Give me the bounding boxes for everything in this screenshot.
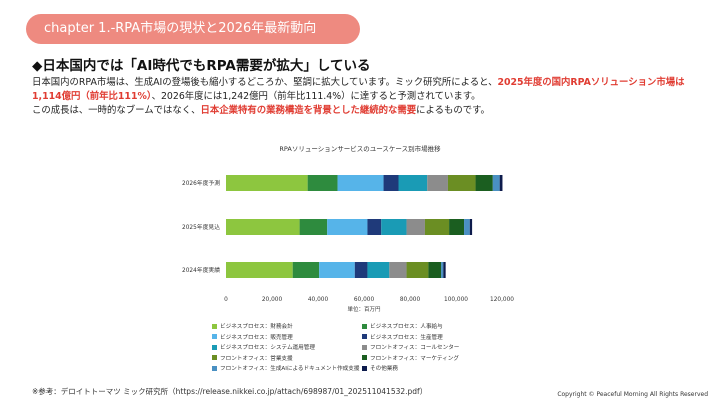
legend-item: フロントオフィス：マーケティング (362, 354, 459, 362)
bar-segment (406, 219, 425, 235)
paragraph-text-2: 、2026年度には1,242億円（前年比111.4%）に達すると予測されています… (151, 91, 481, 102)
legend-swatch (362, 355, 367, 360)
legend-swatch (212, 323, 217, 329)
legend-label: その他業務 (370, 366, 398, 372)
chart-title: RPAソリューションサービスのユースケース別市場推移 (279, 145, 441, 153)
bar-segment (492, 175, 500, 191)
bar-segment (226, 262, 293, 278)
category-label: 2025年度見込 (182, 223, 220, 231)
bar-segment (354, 262, 368, 278)
x-tick-label: 120,000 (490, 297, 514, 303)
bar-segment (499, 175, 503, 191)
copyright-text: Copyright © Peaceful Morning All Rights … (557, 391, 708, 398)
bar-segment (424, 219, 450, 235)
bar-segment (383, 175, 399, 191)
legend-label: ビジネスプロセス：人事給与 (370, 324, 443, 330)
category-label: 2024年度実績 (182, 266, 220, 274)
bar-segment (443, 262, 446, 278)
legend-item: フロントオフィス：生成AIによるドキュメント作成支援 (212, 364, 359, 372)
bar-segment (226, 175, 308, 191)
legend-item: フロントオフィス：コールセンター (362, 343, 459, 351)
bar-segment (428, 262, 442, 278)
paragraph-text-3: この成長は、一時的なブームではなく、 (32, 105, 201, 116)
chapter-header: chapter 1.-RPA市場の現状と2026年最新動向 (26, 14, 360, 44)
bar-segment (367, 219, 382, 235)
legend-label: ビジネスプロセス：販売管理 (220, 334, 293, 341)
bar-segment (406, 262, 429, 278)
bar-segment (441, 262, 444, 278)
legend-swatch (362, 323, 367, 329)
legend-label: フロントオフィス：営業支援 (220, 355, 293, 362)
legend-item: その他業務 (362, 364, 398, 372)
section-heading: ◆日本国内では「AI時代でもRPA需要が拡大」している (32, 58, 371, 74)
bar-segment (319, 262, 355, 278)
legend-label: ビジネスプロセス：財務会計 (220, 324, 293, 330)
legend-item: ビジネスプロセス：生産管理 (362, 333, 443, 341)
x-tick-label: 0 (224, 297, 228, 303)
legend-label: ビジネスプロセス：システム運用管理 (220, 345, 315, 351)
source-footnote: ※参考：デロイトトーマツ ミック研究所（https://release.nikk… (32, 387, 428, 396)
paragraph-text-4: によるものです。 (416, 105, 490, 116)
legend-item: ビジネスプロセス：システム運用管理 (212, 343, 315, 351)
bar-segment (292, 262, 320, 278)
bar-segment (464, 219, 470, 235)
bar-segment (299, 219, 328, 235)
legend-label: フロントオフィス：生成AIによるドキュメント作成支援 (220, 366, 360, 372)
legend-swatch (212, 365, 217, 371)
bar-segment (475, 175, 493, 191)
legend-swatch (212, 344, 217, 350)
x-tick-label: 100,000 (444, 297, 468, 303)
legend-swatch (362, 334, 367, 339)
x-tick-label: 60,000 (354, 297, 375, 303)
legend-item: ビジネスプロセス：販売管理 (212, 333, 293, 341)
x-tick-label: 80,000 (400, 297, 421, 303)
legend-swatch (212, 355, 217, 360)
bar-segment (367, 262, 390, 278)
bar-segment (307, 175, 338, 191)
legend-item: ビジネスプロセス：人事給与 (362, 322, 443, 330)
bar-segment (381, 219, 407, 235)
x-tick-label: 40,000 (308, 297, 329, 303)
legend-swatch (362, 344, 367, 350)
legend-swatch (212, 334, 217, 339)
bar-segment (389, 262, 407, 278)
bar-segment (398, 175, 428, 191)
category-label: 2026年度予測 (182, 179, 220, 187)
legend-label: フロントオフィス：マーケティング (370, 355, 459, 362)
bar-segment (447, 175, 476, 191)
legend-label: フロントオフィス：コールセンター (370, 345, 460, 351)
legend-label: ビジネスプロセス：生産管理 (370, 334, 443, 341)
legend-item: フロントオフィス：営業支援 (212, 354, 293, 362)
paragraph-highlight-2: 日本企業特有の業務構造を背景とした継続的な需要 (200, 105, 417, 116)
intro-paragraph: 日本国内のRPA市場は、生成AIの登場後も縮小するどころか、堅調に拡大しています… (32, 76, 692, 118)
legend-item: ビジネスプロセス：財務会計 (212, 322, 293, 330)
paragraph-highlight-1: 2025年度の国内RPAソリューション市場は1,114億円（前年比111%） (32, 77, 685, 102)
bar-segment (469, 219, 473, 235)
x-axis-label: 単位：百万円 (347, 305, 381, 313)
bar-segment (449, 219, 465, 235)
legend-swatch (362, 365, 367, 371)
bar-segment (427, 175, 448, 191)
bar-segment (226, 219, 300, 235)
paragraph-text-1: 日本国内のRPA市場は、生成AIの登場後も縮小するどころか、堅調に拡大しています… (32, 77, 498, 88)
bar-segment (327, 219, 368, 235)
x-tick-label: 20,000 (262, 297, 283, 303)
bar-segment (337, 175, 384, 191)
